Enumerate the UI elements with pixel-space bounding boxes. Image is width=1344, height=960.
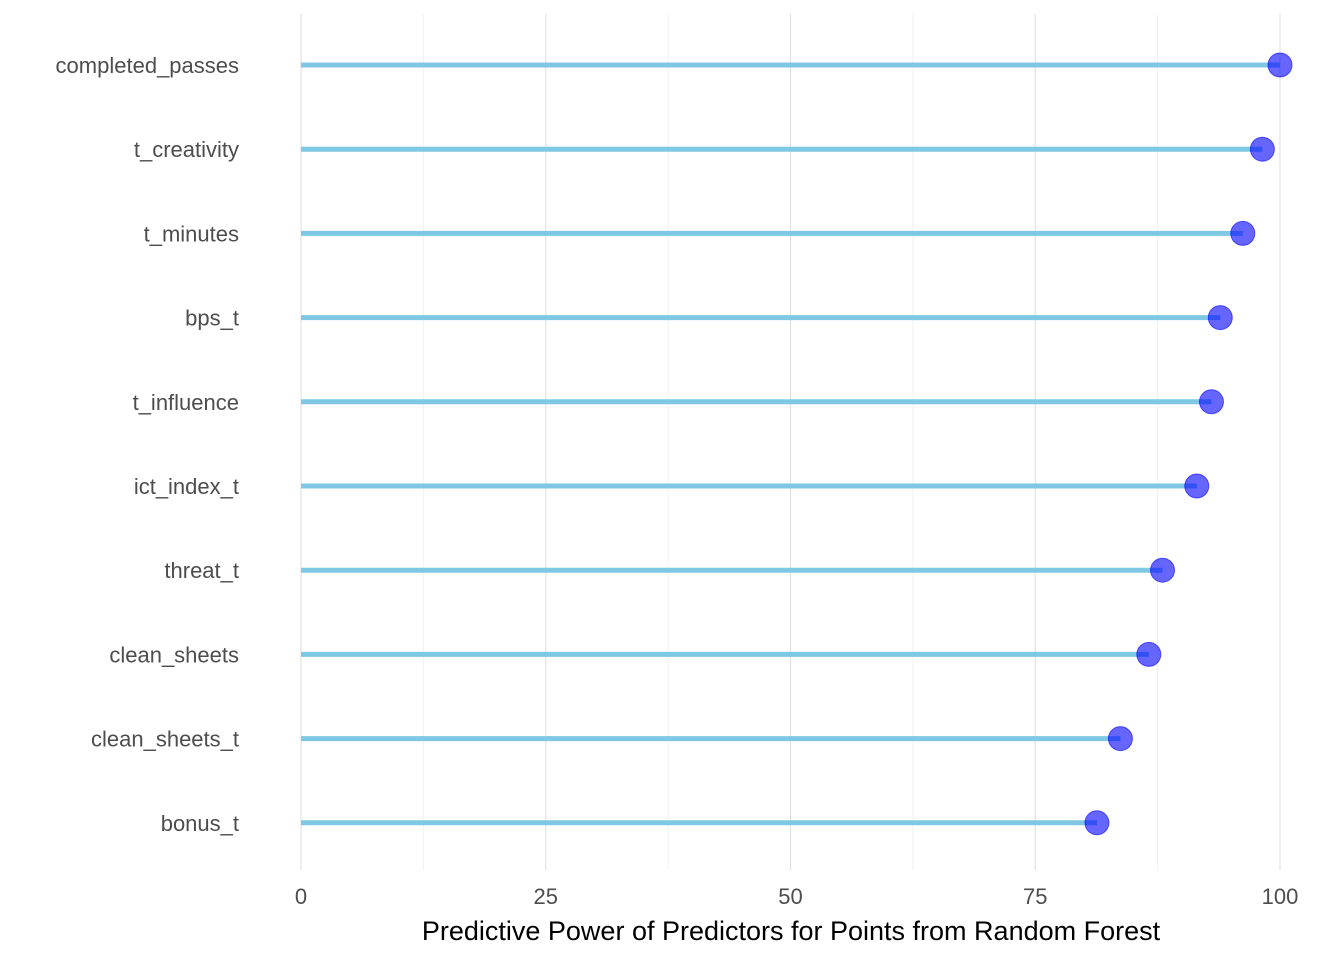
y-label-completed_passes: completed_passes bbox=[56, 53, 239, 78]
x-tick-label: 25 bbox=[534, 884, 558, 909]
gridlines bbox=[300, 14, 1281, 870]
y-label-clean_sheets_t: clean_sheets_t bbox=[91, 727, 239, 752]
y-label-t_minutes: t_minutes bbox=[144, 221, 239, 246]
point-t_minutes bbox=[1230, 220, 1256, 246]
point-bonus_t bbox=[1084, 810, 1110, 836]
points bbox=[1084, 52, 1293, 836]
y-label-t_creativity: t_creativity bbox=[134, 137, 239, 162]
point-completed_passes bbox=[1267, 52, 1293, 78]
y-label-ict_index_t: ict_index_t bbox=[134, 474, 239, 499]
y-label-threat_t: threat_t bbox=[164, 558, 239, 583]
point-t_creativity bbox=[1249, 136, 1275, 162]
point-threat_t bbox=[1150, 557, 1176, 583]
point-t_influence bbox=[1198, 389, 1224, 415]
stems bbox=[301, 62, 1280, 826]
y-label-t_influence: t_influence bbox=[133, 390, 239, 415]
point-clean_sheets bbox=[1136, 641, 1162, 667]
y-axis-labels: completed_passes t_creativity t_minutesbps… bbox=[56, 53, 239, 836]
x-axis-ticks: 0 25 50 75 100 bbox=[295, 884, 1298, 909]
point-bps_t bbox=[1207, 305, 1233, 331]
point-clean_sheets_t bbox=[1107, 726, 1133, 752]
x-axis-title: Predictive Power of Predictors for Point… bbox=[422, 916, 1161, 946]
y-label-clean_sheets: clean_sheets bbox=[109, 642, 239, 667]
x-tick-label: 100 bbox=[1262, 884, 1299, 909]
point-ict_index_t bbox=[1184, 473, 1210, 499]
x-tick-label: 50 bbox=[778, 884, 802, 909]
y-label-bps_t: bps_t bbox=[185, 306, 239, 331]
x-tick-label: 0 bbox=[295, 884, 307, 909]
y-label-bonus_t: bonus_t bbox=[161, 811, 239, 836]
x-tick-label: 75 bbox=[1023, 884, 1047, 909]
